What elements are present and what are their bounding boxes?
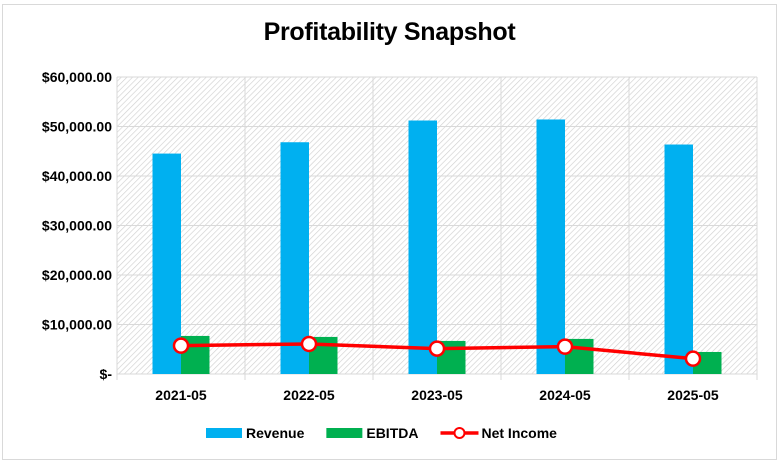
y-tick-label: $- [100,366,113,382]
x-tick-label: 2024-05 [539,387,591,403]
revenue-bar [536,119,565,374]
y-tick-label: $40,000.00 [42,168,112,184]
y-tick-label: $30,000.00 [42,218,112,234]
revenue-bar [152,153,181,374]
legend-item-revenue: Revenue [206,425,305,441]
legend-marker-net-income [453,427,466,439]
x-tick-label: 2023-05 [411,387,463,403]
revenue-bar [408,120,437,374]
x-tick-label: 2022-05 [283,387,335,403]
x-tick-label: 2025-05 [667,387,719,403]
y-tick-label: $20,000.00 [42,267,112,283]
legend-item-ebitda: EBITDA [326,425,418,441]
net-income-marker [172,337,190,354]
revenue-bar [664,144,693,374]
legend-swatch-ebitda [326,428,363,438]
legend-swatch-revenue [206,428,242,438]
revenue-bar [280,142,309,374]
legend: Revenue EBITDA Net Income [206,425,557,441]
y-tick-label: $60,000.00 [42,69,112,85]
legend-item-net-income: Net Income [440,425,557,441]
bars [152,119,722,374]
net-income-line [172,335,702,367]
net-income-marker [684,350,702,367]
x-axis: 2021-05 2022-05 2023-05 2024-05 2025-05 [155,387,719,403]
x-tick-label: 2021-05 [155,387,207,403]
y-axis: $- $10,000.00 $20,000.00 $30,000.00 $40,000.… [42,69,112,382]
legend-label-ebitda: EBITDA [366,425,418,441]
y-tick-label: $10,000.00 [42,317,112,333]
legend-label-net-income: Net Income [481,425,557,441]
legend-label-revenue: Revenue [246,425,305,441]
net-income-marker [428,340,446,357]
chart-title: Profitability Snapshot [263,18,516,46]
net-income-marker [556,338,574,355]
y-tick-label: $50,000.00 [42,119,112,135]
net-income-marker [300,335,318,353]
